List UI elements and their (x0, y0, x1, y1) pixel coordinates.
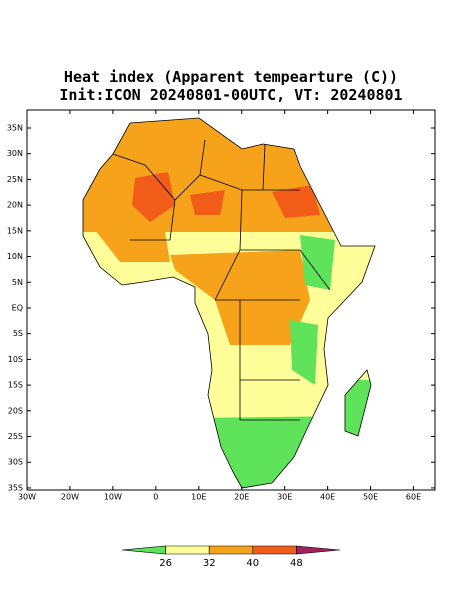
field-region (290, 320, 318, 385)
lat-label: 10N (7, 252, 23, 261)
lat-label: 25S (8, 432, 23, 441)
colorbar-segment (208, 545, 254, 555)
borders (82, 117, 376, 489)
colorbar-label: 32 (203, 558, 216, 569)
lon-label: 40E (320, 493, 335, 502)
colorbar-label: 48 (290, 558, 303, 569)
map-frame (26, 109, 436, 491)
lat-label: 15N (7, 226, 23, 235)
colorbar-label: 40 (246, 558, 259, 569)
lat-label: 10S (8, 355, 23, 364)
colorbar-segment (252, 545, 297, 555)
lat-label: 5N (12, 278, 23, 287)
field-region (272, 185, 320, 218)
colorbar-segment (121, 545, 166, 555)
lat-label: 30S (8, 458, 23, 467)
field-region (132, 172, 175, 222)
lon-label: 30E (277, 493, 292, 502)
lat-label: 25N (7, 175, 23, 184)
lat-label: 20N (7, 201, 23, 210)
lat-label: 20S (8, 406, 23, 415)
colorbar-segment (165, 545, 210, 555)
field-region (300, 235, 335, 290)
title: Heat index (Apparent tempearture (C)) (64, 68, 398, 86)
lat-label: 15S (8, 381, 23, 390)
lon-label: 0 (153, 493, 158, 502)
colorbar-label: 26 (159, 558, 172, 569)
lon-label: 10W (104, 493, 122, 502)
field-region (170, 250, 310, 345)
lon-label: 30W (18, 493, 36, 502)
lon-label: 20E (234, 493, 249, 502)
lon-label: 20W (61, 493, 79, 502)
field-region (190, 190, 225, 215)
subtitle: Init:ICON 20240801-00UTC, VT: 20240801 (59, 86, 402, 104)
lon-label: 50E (363, 493, 378, 502)
field-region (83, 415, 375, 488)
field-region (95, 230, 170, 262)
lat-label: 5S (13, 329, 23, 338)
lat-label: 35N (7, 123, 23, 132)
lat-label: 35S (8, 483, 23, 492)
lat-label: EQ (12, 303, 23, 312)
lon-label: 60E (406, 493, 421, 502)
lat-label: 30N (7, 149, 23, 158)
colorbar-segment (296, 545, 341, 555)
lon-label: 10E (191, 493, 206, 502)
